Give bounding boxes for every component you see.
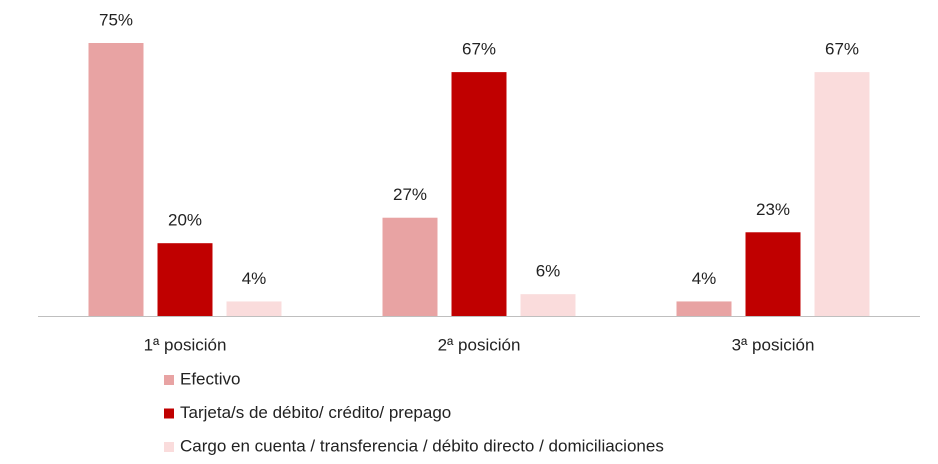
x-tick-label: 2ª posición <box>438 335 521 354</box>
value-label: 75% <box>99 10 133 29</box>
bar <box>814 72 870 317</box>
x-tick-label: 3ª posición <box>732 335 815 354</box>
bar <box>520 294 576 316</box>
value-label: 4% <box>242 269 267 288</box>
value-label: 67% <box>462 40 496 59</box>
value-label: 4% <box>692 269 717 288</box>
bar <box>745 232 801 316</box>
value-label: 23% <box>756 200 790 219</box>
value-label: 67% <box>825 40 859 59</box>
value-label: 6% <box>536 262 561 281</box>
legend-swatch <box>164 408 174 419</box>
legend-label: Cargo en cuenta / transferencia / débito… <box>180 436 664 455</box>
bar <box>382 217 438 316</box>
bar <box>676 301 732 316</box>
bar <box>88 43 144 316</box>
value-label: 27% <box>393 185 427 204</box>
legend-label: Tarjeta/s de débito/ crédito/ prepago <box>180 403 451 422</box>
legend-label: Efectivo <box>180 369 240 388</box>
x-tick-label: 1ª posición <box>144 335 227 354</box>
legend-swatch <box>164 375 174 385</box>
bar <box>157 243 213 316</box>
value-label: 20% <box>168 211 202 230</box>
bar <box>451 72 507 317</box>
legend-swatch <box>164 442 174 452</box>
bar <box>226 301 282 316</box>
